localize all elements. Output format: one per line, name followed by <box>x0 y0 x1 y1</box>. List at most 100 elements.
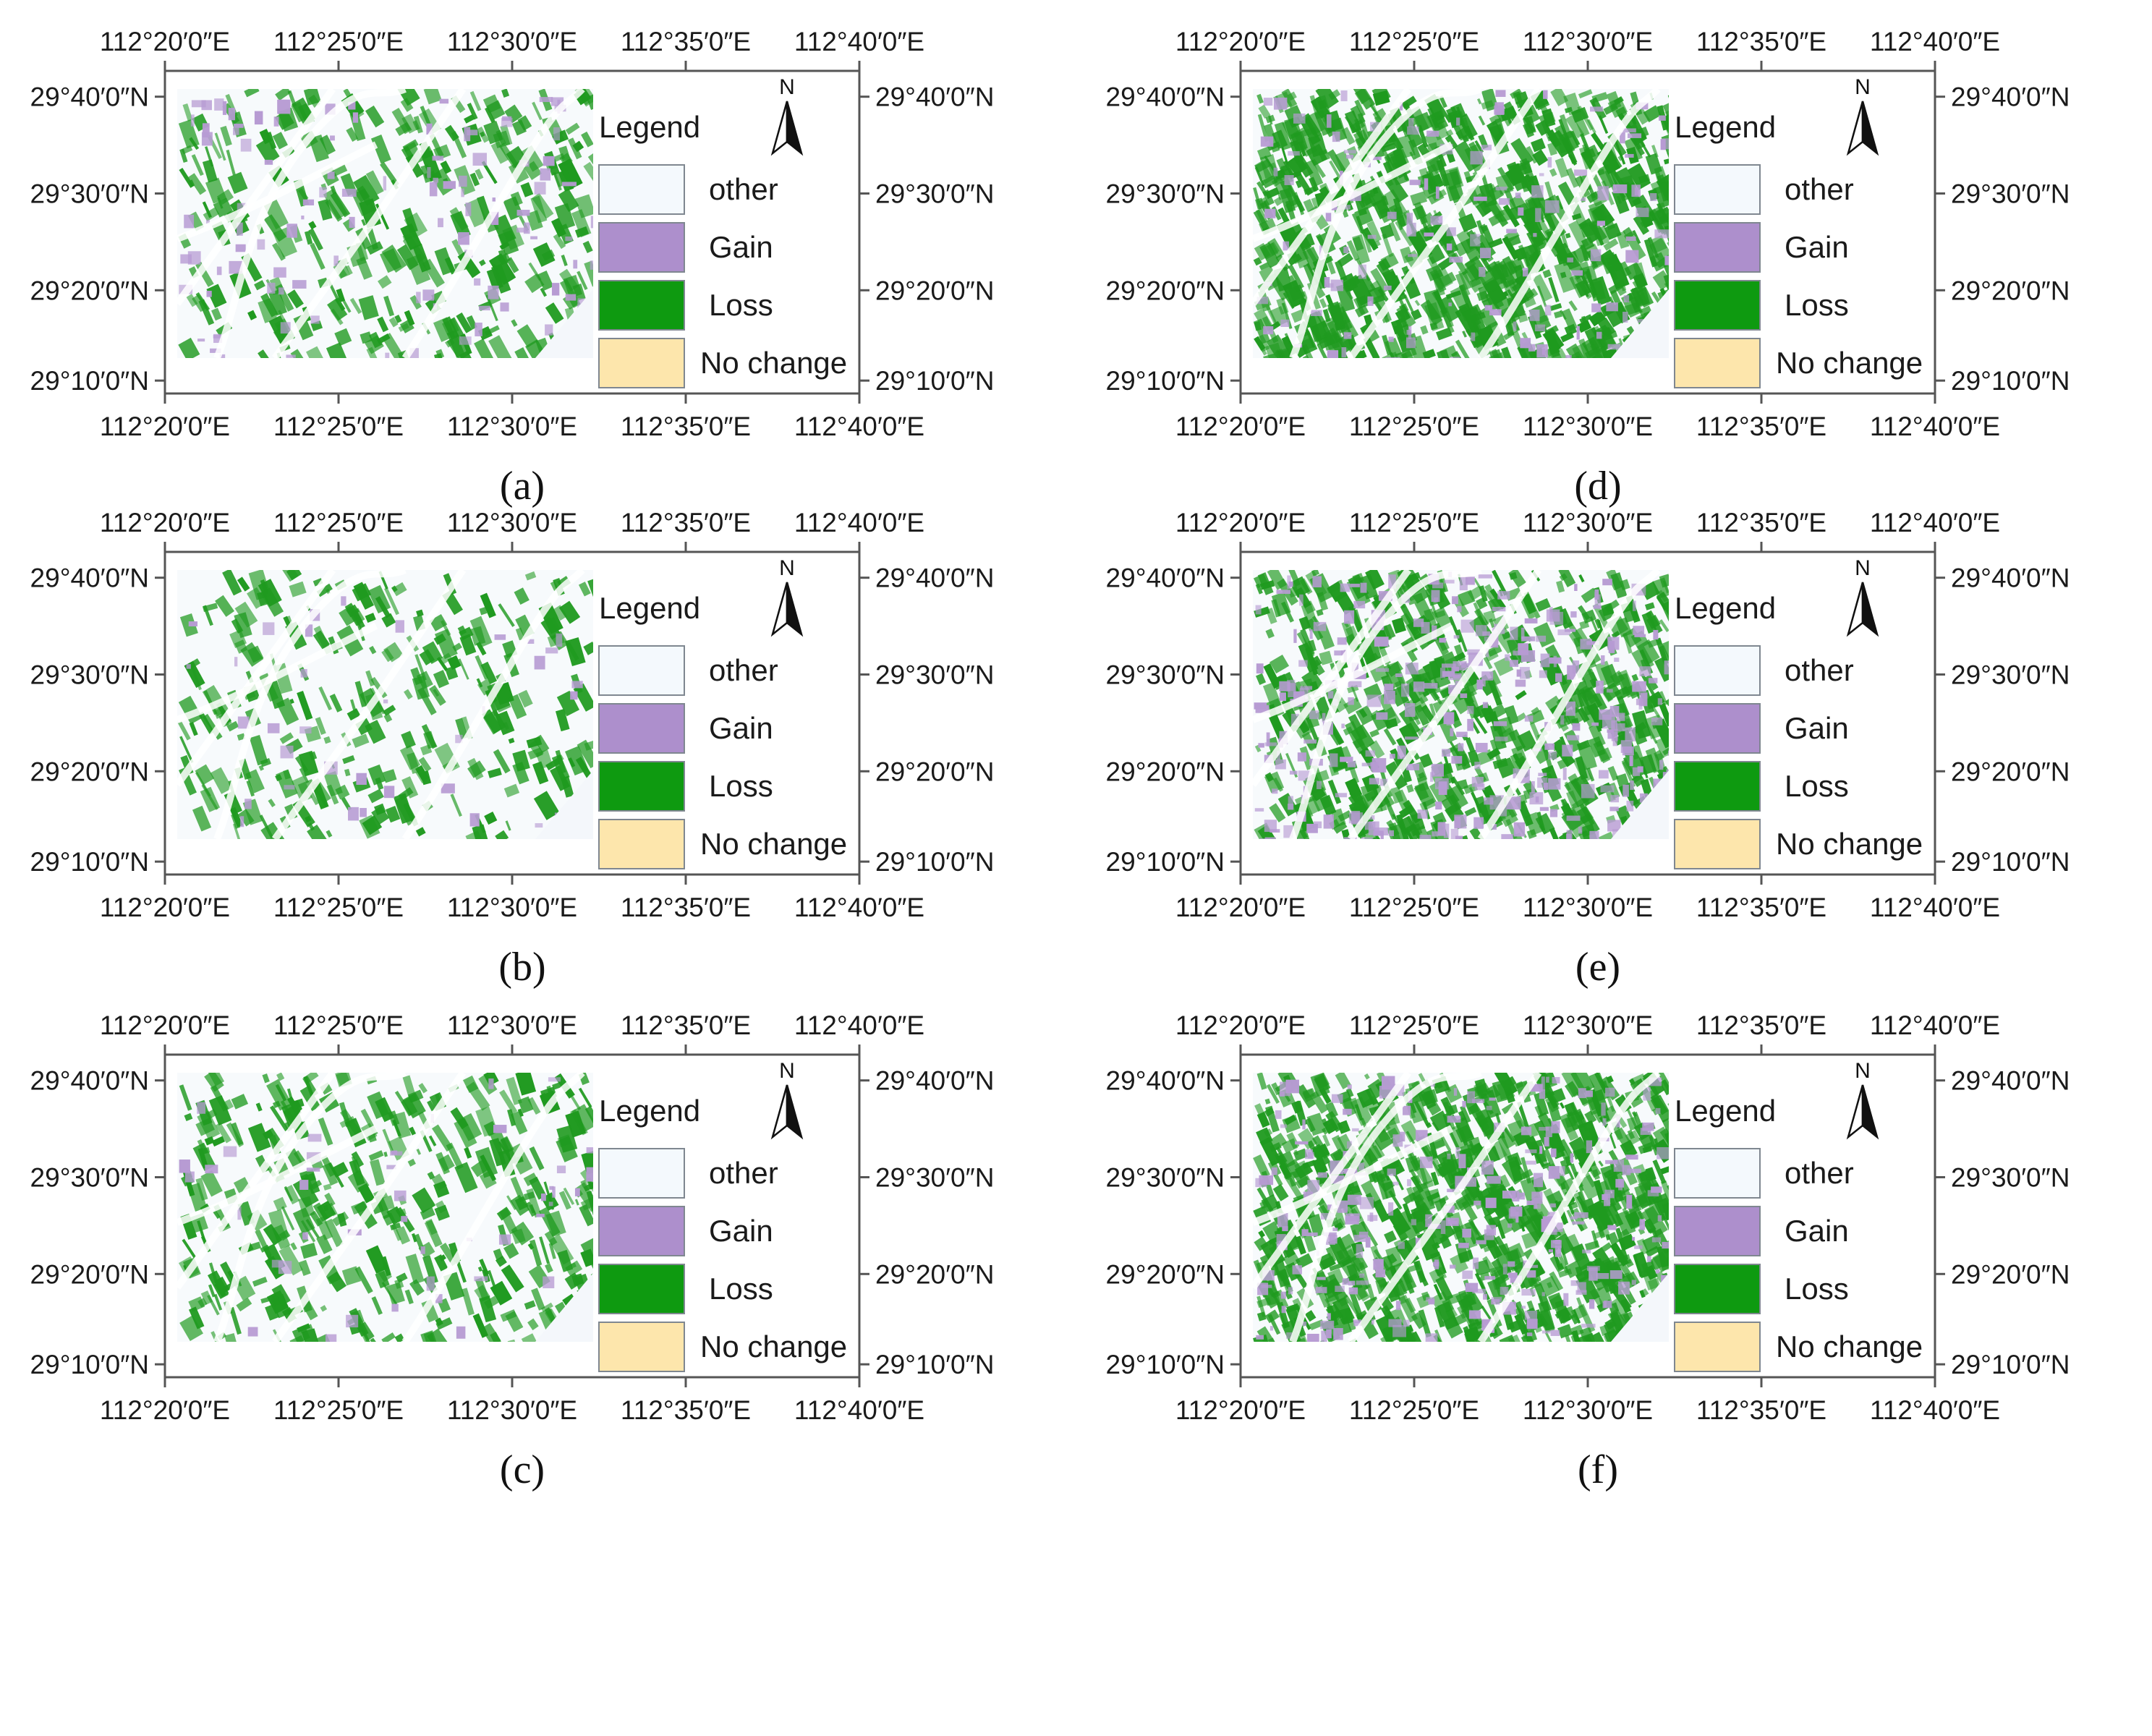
legend-label-no-change: No change <box>1776 827 1923 861</box>
lat-label-right: 29°10′0″N <box>1951 847 2070 877</box>
change-raster <box>177 570 593 839</box>
lat-label-right: 29°20′0″N <box>1951 276 2070 305</box>
lon-label-top: 112°20′0″E <box>100 508 230 537</box>
lon-label-top: 112°40′0″E <box>1870 508 2000 537</box>
legend-label-no-change: No change <box>700 827 847 861</box>
map-panel-a: 112°20′0″E 112°20′0″E 112°25′0″E 112°25′0″E… <box>0 0 1076 752</box>
lat-label-left: 29°40′0″N <box>1106 82 1225 112</box>
legend-swatch-gain <box>1674 222 1761 273</box>
map-panel-f: 112°20′0″E 112°20′0″E 112°25′0″E 112°25′0″E… <box>1076 984 2151 1736</box>
legend-label-other: other <box>709 172 778 206</box>
lon-label-bottom: 112°25′0″E <box>1349 893 1479 922</box>
legend-swatch-other <box>1674 1148 1761 1199</box>
legend: Legend other Gain Loss No change <box>1674 1094 1923 1372</box>
lon-label-bottom: 112°20′0″E <box>1175 893 1306 922</box>
lon-label-bottom: 112°35′0″E <box>1696 893 1826 922</box>
lon-label-top: 112°20′0″E <box>100 1010 230 1040</box>
lat-label-left: 29°40′0″N <box>30 82 149 112</box>
lat-label-left: 29°40′0″N <box>1106 563 1225 593</box>
panel-caption: (d) <box>1574 464 1621 509</box>
change-raster <box>1253 570 1669 839</box>
lat-label-left: 29°30′0″N <box>30 1162 149 1192</box>
lat-label-right: 29°40′0″N <box>1951 82 2070 112</box>
north-label: N <box>779 1059 795 1083</box>
lon-label-bottom: 112°35′0″E <box>1696 412 1826 441</box>
legend-swatch-loss <box>1674 1264 1761 1314</box>
legend-swatch-loss <box>598 761 685 812</box>
lon-label-top: 112°35′0″E <box>621 27 751 56</box>
lat-label-right: 29°10′0″N <box>875 366 994 396</box>
lat-label-right: 29°20′0″N <box>1951 1259 2070 1289</box>
lon-label-top: 112°30′0″E <box>1523 27 1653 56</box>
legend-label-gain: Gain <box>1785 711 1849 745</box>
legend-title: Legend <box>599 110 700 144</box>
lon-label-bottom: 112°35′0″E <box>621 412 751 441</box>
legend: Legend other Gain Loss No change <box>598 1094 847 1372</box>
lon-label-top: 112°35′0″E <box>621 508 751 537</box>
lon-label-top: 112°20′0″E <box>1175 27 1306 56</box>
lat-label-right: 29°30′0″N <box>875 1162 994 1192</box>
legend-label-gain: Gain <box>709 711 773 745</box>
map-svg-c: 112°20′0″E 112°20′0″E 112°25′0″E 112°25′0″E… <box>30 1010 995 1492</box>
lon-label-bottom: 112°30′0″E <box>1523 412 1653 441</box>
legend-title: Legend <box>1675 110 1776 144</box>
lon-label-bottom: 112°30′0″E <box>1523 893 1653 922</box>
lon-label-bottom: 112°20′0″E <box>1175 412 1306 441</box>
lat-label-left: 29°20′0″N <box>30 1259 149 1289</box>
lon-label-top: 112°20′0″E <box>1175 1010 1306 1040</box>
lon-label-bottom: 112°35′0″E <box>1696 1395 1826 1425</box>
lat-label-left: 29°30′0″N <box>30 179 149 208</box>
lon-label-top: 112°40′0″E <box>1870 1010 2000 1040</box>
lat-label-right: 29°30′0″N <box>1951 179 2070 208</box>
lon-label-bottom: 112°20′0″E <box>100 893 230 922</box>
lat-label-left: 29°20′0″N <box>1106 1259 1225 1289</box>
lat-label-right: 29°20′0″N <box>875 276 994 305</box>
map-svg-d: 112°20′0″E 112°20′0″E 112°25′0″E 112°25′0″E… <box>1106 27 2070 509</box>
lon-label-bottom: 112°20′0″E <box>100 1395 230 1425</box>
legend-swatch-no-change <box>598 819 685 869</box>
panel-caption: (e) <box>1575 945 1620 990</box>
legend-swatch-gain <box>598 703 685 754</box>
lat-label-left: 29°20′0″N <box>1106 276 1225 305</box>
panel-caption: (f) <box>1578 1447 1618 1492</box>
lon-label-top: 112°35′0″E <box>1696 508 1826 537</box>
legend-swatch-no-change <box>1674 1322 1761 1372</box>
lon-label-bottom: 112°20′0″E <box>1175 1395 1306 1425</box>
lat-label-left: 29°30′0″N <box>1106 179 1225 208</box>
north-arrow-icon: N <box>1846 556 1879 637</box>
lat-label-left: 29°10′0″N <box>1106 366 1225 396</box>
lat-label-left: 29°20′0″N <box>30 276 149 305</box>
lon-label-bottom: 112°20′0″E <box>100 412 230 441</box>
lon-label-top: 112°40′0″E <box>794 508 924 537</box>
legend-label-other: other <box>1785 172 1854 206</box>
north-label: N <box>779 75 795 99</box>
legend-label-other: other <box>1785 1156 1854 1190</box>
lon-label-bottom: 112°40′0″E <box>1870 893 2000 922</box>
legend-label-loss: Loss <box>709 288 773 322</box>
north-label: N <box>1855 75 1871 99</box>
legend-label-no-change: No change <box>700 346 847 380</box>
lat-label-left: 29°30′0″N <box>1106 660 1225 689</box>
lon-label-top: 112°30′0″E <box>1523 508 1653 537</box>
legend-swatch-loss <box>1674 280 1761 331</box>
lat-label-right: 29°30′0″N <box>875 660 994 689</box>
lat-label-left: 29°40′0″N <box>30 563 149 593</box>
north-label: N <box>779 556 795 580</box>
lat-label-right: 29°40′0″N <box>1951 563 2070 593</box>
legend-label-loss: Loss <box>1785 769 1849 803</box>
map-svg-f: 112°20′0″E 112°20′0″E 112°25′0″E 112°25′0″E… <box>1106 1010 2070 1492</box>
legend: Legend other Gain Loss No change <box>1674 591 1923 869</box>
legend-label-no-change: No change <box>1776 346 1923 380</box>
legend-swatch-no-change <box>598 338 685 388</box>
lon-label-top: 112°25′0″E <box>1349 1010 1479 1040</box>
legend-label-gain: Gain <box>709 1214 773 1248</box>
lon-label-top: 112°25′0″E <box>1349 27 1479 56</box>
legend-swatch-loss <box>598 280 685 331</box>
lon-label-bottom: 112°40′0″E <box>794 412 924 441</box>
lon-label-top: 112°35′0″E <box>1696 27 1826 56</box>
lon-label-bottom: 112°30′0″E <box>447 412 577 441</box>
lon-label-top: 112°30′0″E <box>447 27 577 56</box>
legend-label-gain: Gain <box>709 230 773 264</box>
panel-caption: (a) <box>500 464 545 509</box>
lon-label-top: 112°40′0″E <box>1870 27 2000 56</box>
